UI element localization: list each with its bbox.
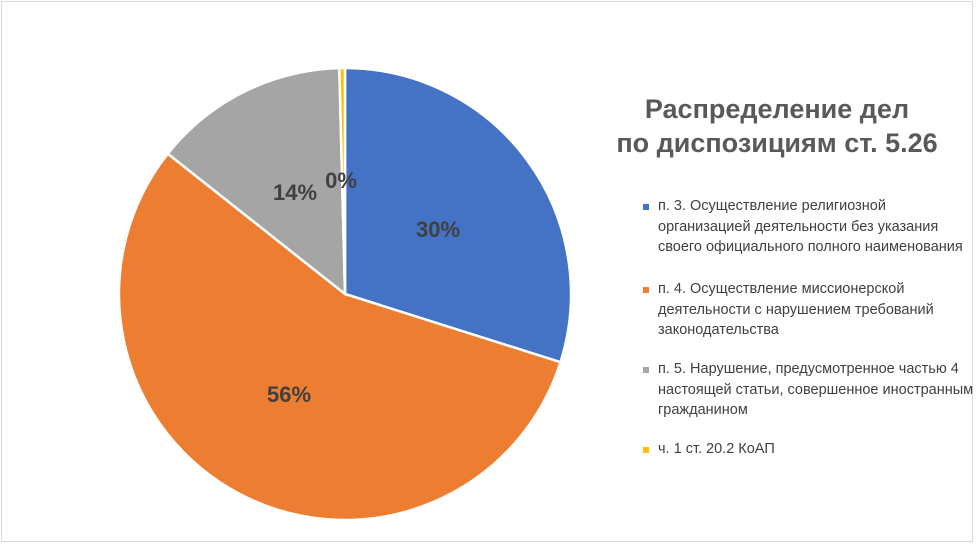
data-label-koap: 0% [325, 168, 357, 193]
data-label-p3: 30% [416, 217, 460, 242]
data-label-p4: 56% [267, 382, 311, 407]
legend-label-p3: п. 3. Осуществление религиозной организа… [658, 198, 963, 255]
legend-label-p4: п. 4. Осуществление миссионерской деятел… [658, 281, 934, 338]
chart-title-line-1: Распределение дел [644, 94, 910, 124]
legend-swatch-p5 [643, 367, 649, 373]
legend-label-p5: п. 5. Нарушение, предусмотренное частью … [658, 361, 974, 418]
pie-slice-p5 [166, 66, 347, 297]
chart-title: Распределение дел по диспозициям ст. 5.2… [602, 92, 952, 160]
legend-swatch-p3 [643, 204, 649, 210]
pie-slice-p4 [117, 151, 563, 522]
pie-slice-p3 [343, 66, 573, 364]
legend-swatch-p4 [643, 287, 649, 293]
legend-swatch-koap [643, 447, 649, 453]
chart-title-line-2: по диспозициям ст. 5.26 [616, 128, 938, 158]
data-label-p5: 14% [273, 180, 317, 205]
pie-slice-koap [338, 66, 347, 295]
legend-label-koap: ч. 1 ст. 20.2 КоАП [658, 441, 775, 457]
